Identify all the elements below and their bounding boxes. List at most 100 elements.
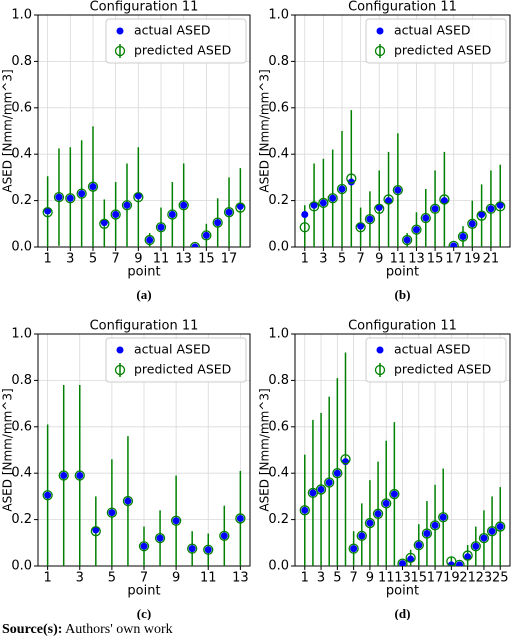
y-tick-label: 0.2 bbox=[11, 512, 32, 527]
y-axis-label: ASED [Nmm/mm^3] bbox=[258, 388, 272, 511]
actual-point bbox=[480, 534, 488, 542]
y-axis-label: ASED [Nmm/mm^3] bbox=[1, 69, 15, 192]
actual-point bbox=[89, 183, 97, 191]
actual-point bbox=[358, 532, 366, 540]
predicted-point bbox=[355, 222, 366, 233]
predicted-point bbox=[42, 490, 53, 501]
x-tick-label: 17 bbox=[221, 252, 238, 267]
legend-marker bbox=[114, 364, 126, 376]
x-tick-label: 13 bbox=[175, 252, 192, 267]
actual-point bbox=[447, 561, 455, 566]
x-tick-label: 5 bbox=[108, 571, 116, 586]
predicted-point bbox=[138, 541, 150, 552]
predicted-point bbox=[336, 183, 348, 195]
actual-point bbox=[459, 233, 467, 241]
x-tick-label: 21 bbox=[459, 571, 476, 586]
predicted-point bbox=[439, 194, 450, 205]
actual-point bbox=[146, 236, 154, 244]
x-tick-label: 9 bbox=[134, 252, 142, 267]
x-tick-label: 5 bbox=[338, 252, 346, 267]
actual-point bbox=[407, 555, 415, 563]
predicted-point bbox=[383, 194, 394, 205]
y-tick-label: 1.0 bbox=[268, 8, 289, 23]
x-tick-label: 5 bbox=[333, 571, 341, 586]
predicted-point bbox=[219, 530, 230, 541]
y-tick-label: 0.0 bbox=[268, 559, 289, 574]
x-tick-label: 19 bbox=[443, 571, 460, 586]
y-tick-label: 0.6 bbox=[11, 419, 32, 434]
legend-marker bbox=[374, 45, 386, 57]
x-tick-label: 3 bbox=[66, 252, 74, 267]
actual-point bbox=[76, 472, 84, 480]
actual-point bbox=[124, 497, 132, 505]
predicted-point bbox=[155, 222, 167, 233]
y-tick-label: 1.0 bbox=[268, 327, 289, 342]
actual-point bbox=[412, 226, 420, 234]
predicted-point bbox=[189, 241, 201, 247]
y-tick-label: 0.0 bbox=[268, 240, 289, 255]
actual-point bbox=[202, 231, 210, 239]
legend-box bbox=[105, 337, 247, 383]
legend-marker bbox=[376, 346, 384, 354]
predicted-point bbox=[170, 515, 182, 526]
predicted-point bbox=[485, 203, 497, 214]
predicted-point bbox=[364, 214, 376, 225]
x-axis-label: point bbox=[386, 265, 419, 280]
actual-point bbox=[236, 202, 244, 210]
x-tick-label: 1 bbox=[43, 571, 51, 586]
predicted-point bbox=[235, 202, 246, 213]
chart-title: Configuration 11 bbox=[90, 319, 199, 334]
predicted-point bbox=[327, 193, 338, 204]
y-tick-label: 0.8 bbox=[268, 54, 289, 69]
actual-point bbox=[478, 211, 486, 219]
actual-point bbox=[468, 220, 476, 228]
predicted-point bbox=[346, 173, 357, 184]
actual-point bbox=[236, 514, 244, 522]
predicted-point bbox=[402, 234, 413, 246]
predicted-point bbox=[405, 552, 416, 564]
x-tick-label: 3 bbox=[319, 252, 327, 267]
predicted-point bbox=[457, 231, 469, 242]
predicted-point bbox=[235, 513, 246, 524]
actual-point bbox=[440, 197, 448, 205]
actual-point bbox=[317, 485, 325, 493]
legend-label: actual ASED bbox=[394, 342, 470, 357]
y-tick-label: 0.4 bbox=[11, 147, 32, 162]
plot-frame bbox=[37, 14, 251, 248]
actual-point bbox=[415, 541, 423, 549]
plot-area bbox=[42, 385, 246, 566]
plot-area bbox=[299, 352, 506, 566]
figure: Configuration 110.00.20.40.60.81.01 3 5 7 9 1… bbox=[1, 0, 511, 621]
predicted-point bbox=[421, 528, 433, 539]
actual-point bbox=[168, 211, 176, 219]
predicted-point bbox=[476, 210, 487, 221]
panel: Configuration 110.00.20.40.60.81.01 3 5 7 9 1… bbox=[258, 0, 511, 302]
predicted-point bbox=[364, 517, 376, 529]
predicted-point bbox=[340, 454, 351, 465]
legend-marker bbox=[116, 346, 124, 354]
predicted-point bbox=[356, 530, 367, 541]
x-axis-label: point bbox=[386, 584, 419, 599]
x-tick-label: 15 bbox=[411, 571, 428, 586]
legend-marker bbox=[374, 364, 386, 376]
legend-marker bbox=[376, 27, 384, 35]
caption: (c) bbox=[137, 606, 151, 620]
actual-point bbox=[172, 517, 180, 525]
x-tick-label: 5 bbox=[89, 252, 97, 267]
actual-point bbox=[357, 222, 365, 230]
actual-point bbox=[225, 208, 233, 216]
actual-point bbox=[140, 542, 148, 550]
predicted-point bbox=[462, 550, 473, 561]
actual-point bbox=[496, 201, 504, 209]
predicted-point bbox=[187, 543, 198, 554]
y-tick-label: 0.2 bbox=[268, 193, 289, 208]
actual-point bbox=[123, 201, 131, 209]
source-line: Source(s): Authors' own work bbox=[2, 622, 173, 638]
legend-label: actual ASED bbox=[134, 23, 210, 38]
x-tick-label: 1 bbox=[301, 252, 309, 267]
predicted-point bbox=[223, 207, 235, 218]
predicted-point bbox=[65, 193, 76, 204]
y-tick-label: 0.2 bbox=[11, 193, 32, 208]
x-tick-label: 11 bbox=[200, 571, 217, 586]
x-tick-label: 15 bbox=[198, 252, 215, 267]
